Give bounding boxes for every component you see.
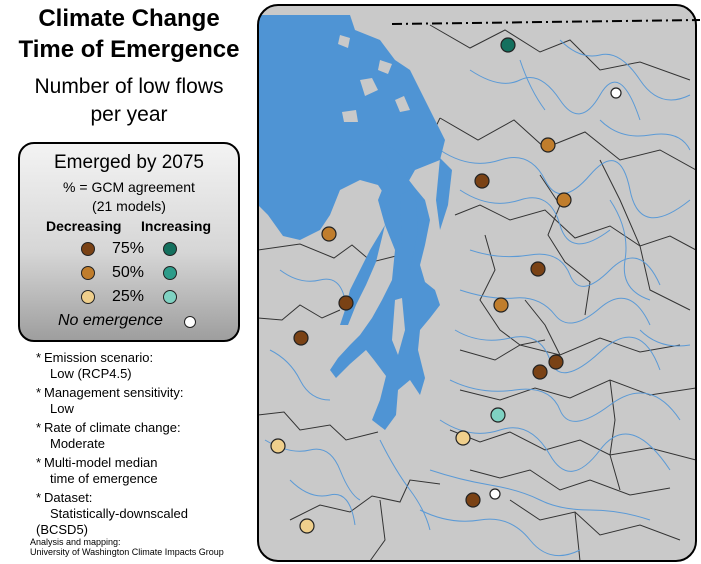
legend-heading: Emerged by 2075 (54, 152, 204, 173)
note-line: Low (RCP4.5) (50, 366, 132, 381)
station-increasing-25[interactable] (490, 407, 506, 423)
legend-increasing-75-dot (163, 242, 177, 256)
credit-line-1: Analysis and mapping: (30, 537, 121, 547)
legend-decreasing-50-dot (81, 266, 95, 280)
station-no-emergence[interactable] (610, 87, 622, 99)
station-no-emergence[interactable] (489, 488, 501, 500)
legend-level-75-label: 75% (112, 240, 145, 257)
map-frame-border (257, 4, 697, 562)
title-line-2: Time of Emergence (18, 36, 240, 63)
inlet (400, 188, 418, 270)
legend-increasing-50-dot (163, 266, 177, 280)
legend-increasing-25-dot (163, 290, 177, 304)
note-line: time of emergence (50, 471, 158, 486)
station-decreasing-50[interactable] (540, 137, 556, 153)
note-line: Low (50, 401, 74, 416)
note-multi-model: * Multi-model median time of emergence (36, 455, 254, 487)
legend-no-emergence-dot (184, 316, 196, 328)
legend-level-50-label: 50% (112, 264, 145, 281)
title-line-1: Climate Change (38, 5, 220, 32)
legend: Emerged by 2075 % = GCM agreement (21 mo… (18, 142, 240, 342)
note-rate-of-change: * Rate of climate change: Moderate (36, 420, 254, 452)
station-increasing-75[interactable] (500, 37, 516, 53)
station-decreasing-75[interactable] (532, 364, 548, 380)
islands (338, 35, 410, 355)
station-decreasing-75[interactable] (548, 354, 564, 370)
note-line: Emission scenario: (44, 350, 154, 365)
legend-agreement-line-1: % = GCM agreement (63, 179, 195, 195)
legend-col-decreasing: Decreasing (46, 218, 122, 234)
legend-level-25-label: 25% (112, 288, 145, 305)
international-border (391, 19, 701, 25)
legend-agreement-line-2: (21 models) (92, 198, 166, 214)
legend-no-emergence-label: No emergence (58, 312, 163, 329)
stations (270, 37, 622, 534)
station-decreasing-75[interactable] (293, 330, 309, 346)
station-decreasing-25[interactable] (270, 438, 286, 454)
rivers (264, 39, 691, 557)
subtitle-line-2: per year (90, 103, 168, 126)
station-decreasing-25[interactable] (299, 518, 315, 534)
station-decreasing-75[interactable] (338, 295, 354, 311)
inlet-east (436, 158, 452, 230)
note-line: Rate of climate change: (44, 420, 181, 435)
note-line: Multi-model median (44, 455, 158, 470)
note-line: Statistically-downscaled (50, 506, 189, 521)
legend-decreasing-25-dot (81, 290, 95, 304)
legend-col-increasing: Increasing (141, 218, 212, 234)
station-decreasing-25[interactable] (455, 430, 471, 446)
legend-decreasing-75-dot (81, 242, 95, 256)
note-line: Management sensitivity: (44, 385, 184, 400)
station-decreasing-50[interactable] (556, 192, 572, 208)
credit-line-2: University of Washington Climate Impacts… (30, 547, 224, 557)
note-line: (BCSD5) (36, 522, 89, 537)
note-emission-scenario: * Emission scenario: Low (RCP4.5) (36, 350, 254, 382)
station-decreasing-75[interactable] (465, 492, 481, 508)
note-line: Dataset: (44, 490, 93, 505)
watershed-boundaries (258, 24, 696, 561)
station-decreasing-75[interactable] (474, 173, 490, 189)
station-decreasing-50[interactable] (321, 226, 337, 242)
subtitle-line-1: Number of low flows (34, 75, 224, 98)
note-management-sensitivity: * Management sensitivity: Low (36, 385, 254, 417)
note-dataset: * Dataset: Statistically-downscaled (BCS… (36, 490, 254, 538)
water-bodies (258, 15, 452, 430)
station-decreasing-50[interactable] (493, 297, 509, 313)
note-line: Moderate (50, 436, 105, 451)
station-decreasing-75[interactable] (530, 261, 546, 277)
